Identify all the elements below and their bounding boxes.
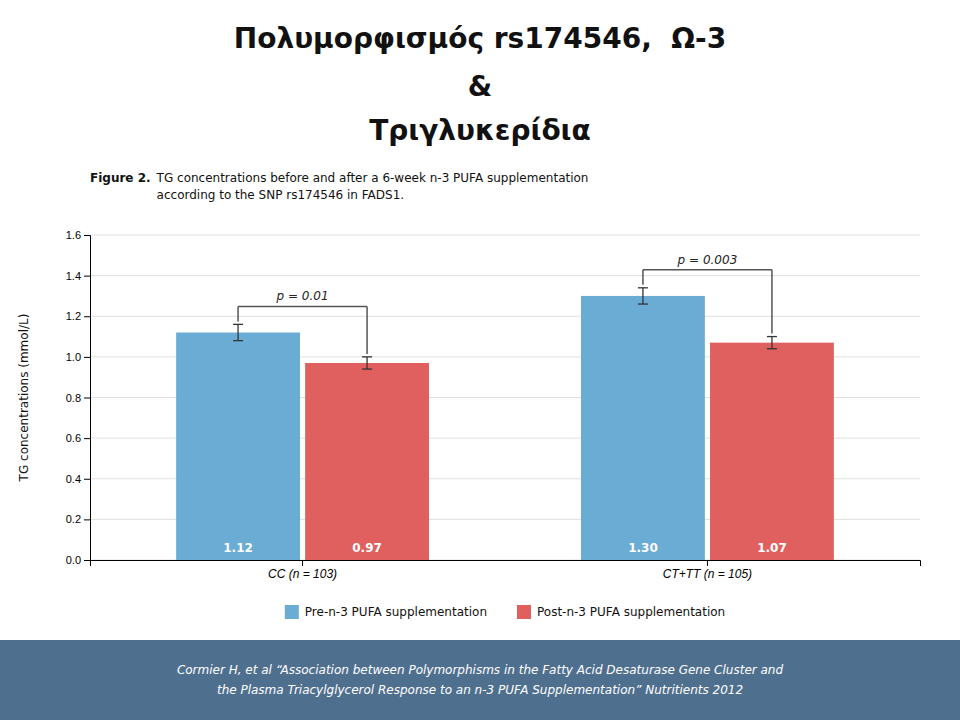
grid-line	[90, 316, 920, 317]
y-tick-mark	[84, 316, 90, 317]
y-tick-mark	[84, 438, 90, 439]
x-axis: CC (n = 103) CT+TT (n = 105)	[91, 560, 921, 581]
error-bar-cap	[767, 336, 777, 337]
labels: 1.12 1.30 0.97 1.07 p = 0.01 p = 0.003	[223, 253, 786, 555]
legend-item: Pre-n-3 PUFA supplementation	[285, 605, 487, 619]
footnote: Cormier H, et al “Association between Po…	[177, 663, 784, 677]
y-tick: 0.8	[66, 392, 90, 404]
error-bar-line	[366, 357, 367, 369]
p-bracket-line	[238, 306, 367, 308]
p-value: p = 0.01	[276, 289, 329, 303]
bar	[581, 296, 705, 560]
y-tick-mark	[84, 560, 90, 561]
bar	[710, 343, 834, 560]
p-value: p = 0.003	[677, 253, 738, 267]
y-tick: 0.6	[66, 432, 90, 444]
p-bracket	[643, 270, 772, 334]
y-tick: 1.6	[66, 229, 90, 241]
caption: according to the SNP rs174546 in FADS1.	[157, 188, 405, 202]
y-tick: 0.2	[66, 513, 90, 525]
p-bracket-line	[643, 269, 772, 271]
legend-item: Post-n-3 PUFA supplementation	[517, 605, 725, 619]
bar	[176, 333, 300, 561]
y-axis-title: TG concentrations (mmol/L)	[17, 314, 31, 483]
y-tick-mark	[84, 479, 90, 480]
y-axis-line	[84, 236, 91, 561]
y-tick-label: 0.6	[66, 432, 81, 444]
footnote-band	[0, 640, 960, 720]
x-tick: CT+TT (n = 105)	[663, 560, 752, 581]
error-bar	[767, 337, 777, 349]
error-bar-line	[237, 324, 238, 340]
y-tick-mark	[84, 519, 90, 520]
p-bracket-line	[237, 306, 239, 321]
error-bar	[638, 288, 648, 304]
legend-swatch	[285, 605, 299, 619]
y-tick-mark	[84, 276, 90, 277]
error-bar	[362, 357, 372, 369]
caption: TG concentrations before and after a 6-w…	[156, 171, 589, 185]
y-tick-label: 0.4	[66, 473, 81, 485]
chart-svg: Πολυμορφισμός rs174546, Ω-3 & Τριγλυκερίδι…	[0, 0, 960, 720]
y-tick-label: 0.0	[66, 554, 81, 566]
y-tick-label: 1.0	[66, 351, 81, 363]
legend-swatch	[517, 605, 531, 619]
x-tick-mark	[302, 560, 303, 566]
footnote: the Plasma Triacylglycerol Response to a…	[217, 683, 743, 697]
legend-label: Post-n-3 PUFA supplementation	[537, 605, 725, 619]
error-bar-cap	[638, 287, 648, 288]
error-bar-cap	[638, 303, 648, 304]
error-bar-cap	[362, 368, 372, 369]
p-bracket	[238, 306, 367, 354]
y-tick-label: 1.4	[66, 270, 81, 282]
legend: Pre-n-3 PUFA supplementation Post-n-3 PUF…	[285, 605, 725, 619]
x-tick-mark	[707, 560, 708, 566]
grid-line	[90, 235, 920, 236]
error-bar-cap	[767, 348, 777, 349]
y-tick: 1.2	[66, 310, 90, 322]
legend-label: Pre-n-3 PUFA supplementation	[305, 605, 487, 619]
error-bar-line	[642, 288, 643, 304]
y-tick: 0.4	[66, 473, 90, 485]
x-tick-label: CC (n = 103)	[268, 567, 337, 581]
title: &	[468, 70, 492, 103]
x-tick: CC (n = 103)	[268, 560, 337, 581]
y-tick-label: 1.2	[66, 310, 81, 322]
error-bar-cap	[233, 340, 243, 341]
data-label: 1.07	[757, 541, 787, 555]
y-tick: 0.0	[66, 554, 90, 566]
error-bar-line	[771, 337, 772, 349]
grid-line	[90, 275, 920, 276]
title: Πολυμορφισμός rs174546, Ω-3	[234, 22, 726, 55]
y-tick-label: 0.8	[66, 392, 81, 404]
marks	[176, 288, 834, 560]
y-tick-mark	[84, 357, 90, 358]
y-tick: 1.4	[66, 270, 90, 282]
bar	[305, 363, 429, 560]
y-tick-label: 1.6	[66, 229, 81, 241]
title: Τριγλυκερίδια	[369, 114, 591, 147]
data-label: 0.97	[352, 541, 382, 555]
error-bar	[233, 324, 243, 340]
data-label: 1.12	[223, 541, 253, 555]
p-bracket-line	[771, 270, 773, 334]
y-tick-mark	[84, 235, 90, 236]
y-tick: 1.0	[66, 351, 90, 363]
error-bar-cap	[233, 324, 243, 325]
x-tick-label: CT+TT (n = 105)	[663, 567, 752, 581]
x-axis-line	[91, 561, 921, 567]
y-axis: 0.0 0.2 0.4 0.6 0.8 1.0 1.2 1.4 1.6	[66, 229, 91, 566]
p-bracket-line	[366, 306, 368, 354]
caption-label: Figure 2.	[90, 171, 151, 185]
grid	[90, 235, 920, 560]
y-tick-mark	[84, 398, 90, 399]
p-bracket-line	[642, 270, 644, 285]
plot: 0.00.20.40.60.81.01.21.41.6CC (n = 103)C…	[66, 229, 921, 581]
data-label: 1.30	[628, 541, 658, 555]
error-bar-cap	[362, 356, 372, 357]
y-tick-label: 0.2	[66, 513, 81, 525]
